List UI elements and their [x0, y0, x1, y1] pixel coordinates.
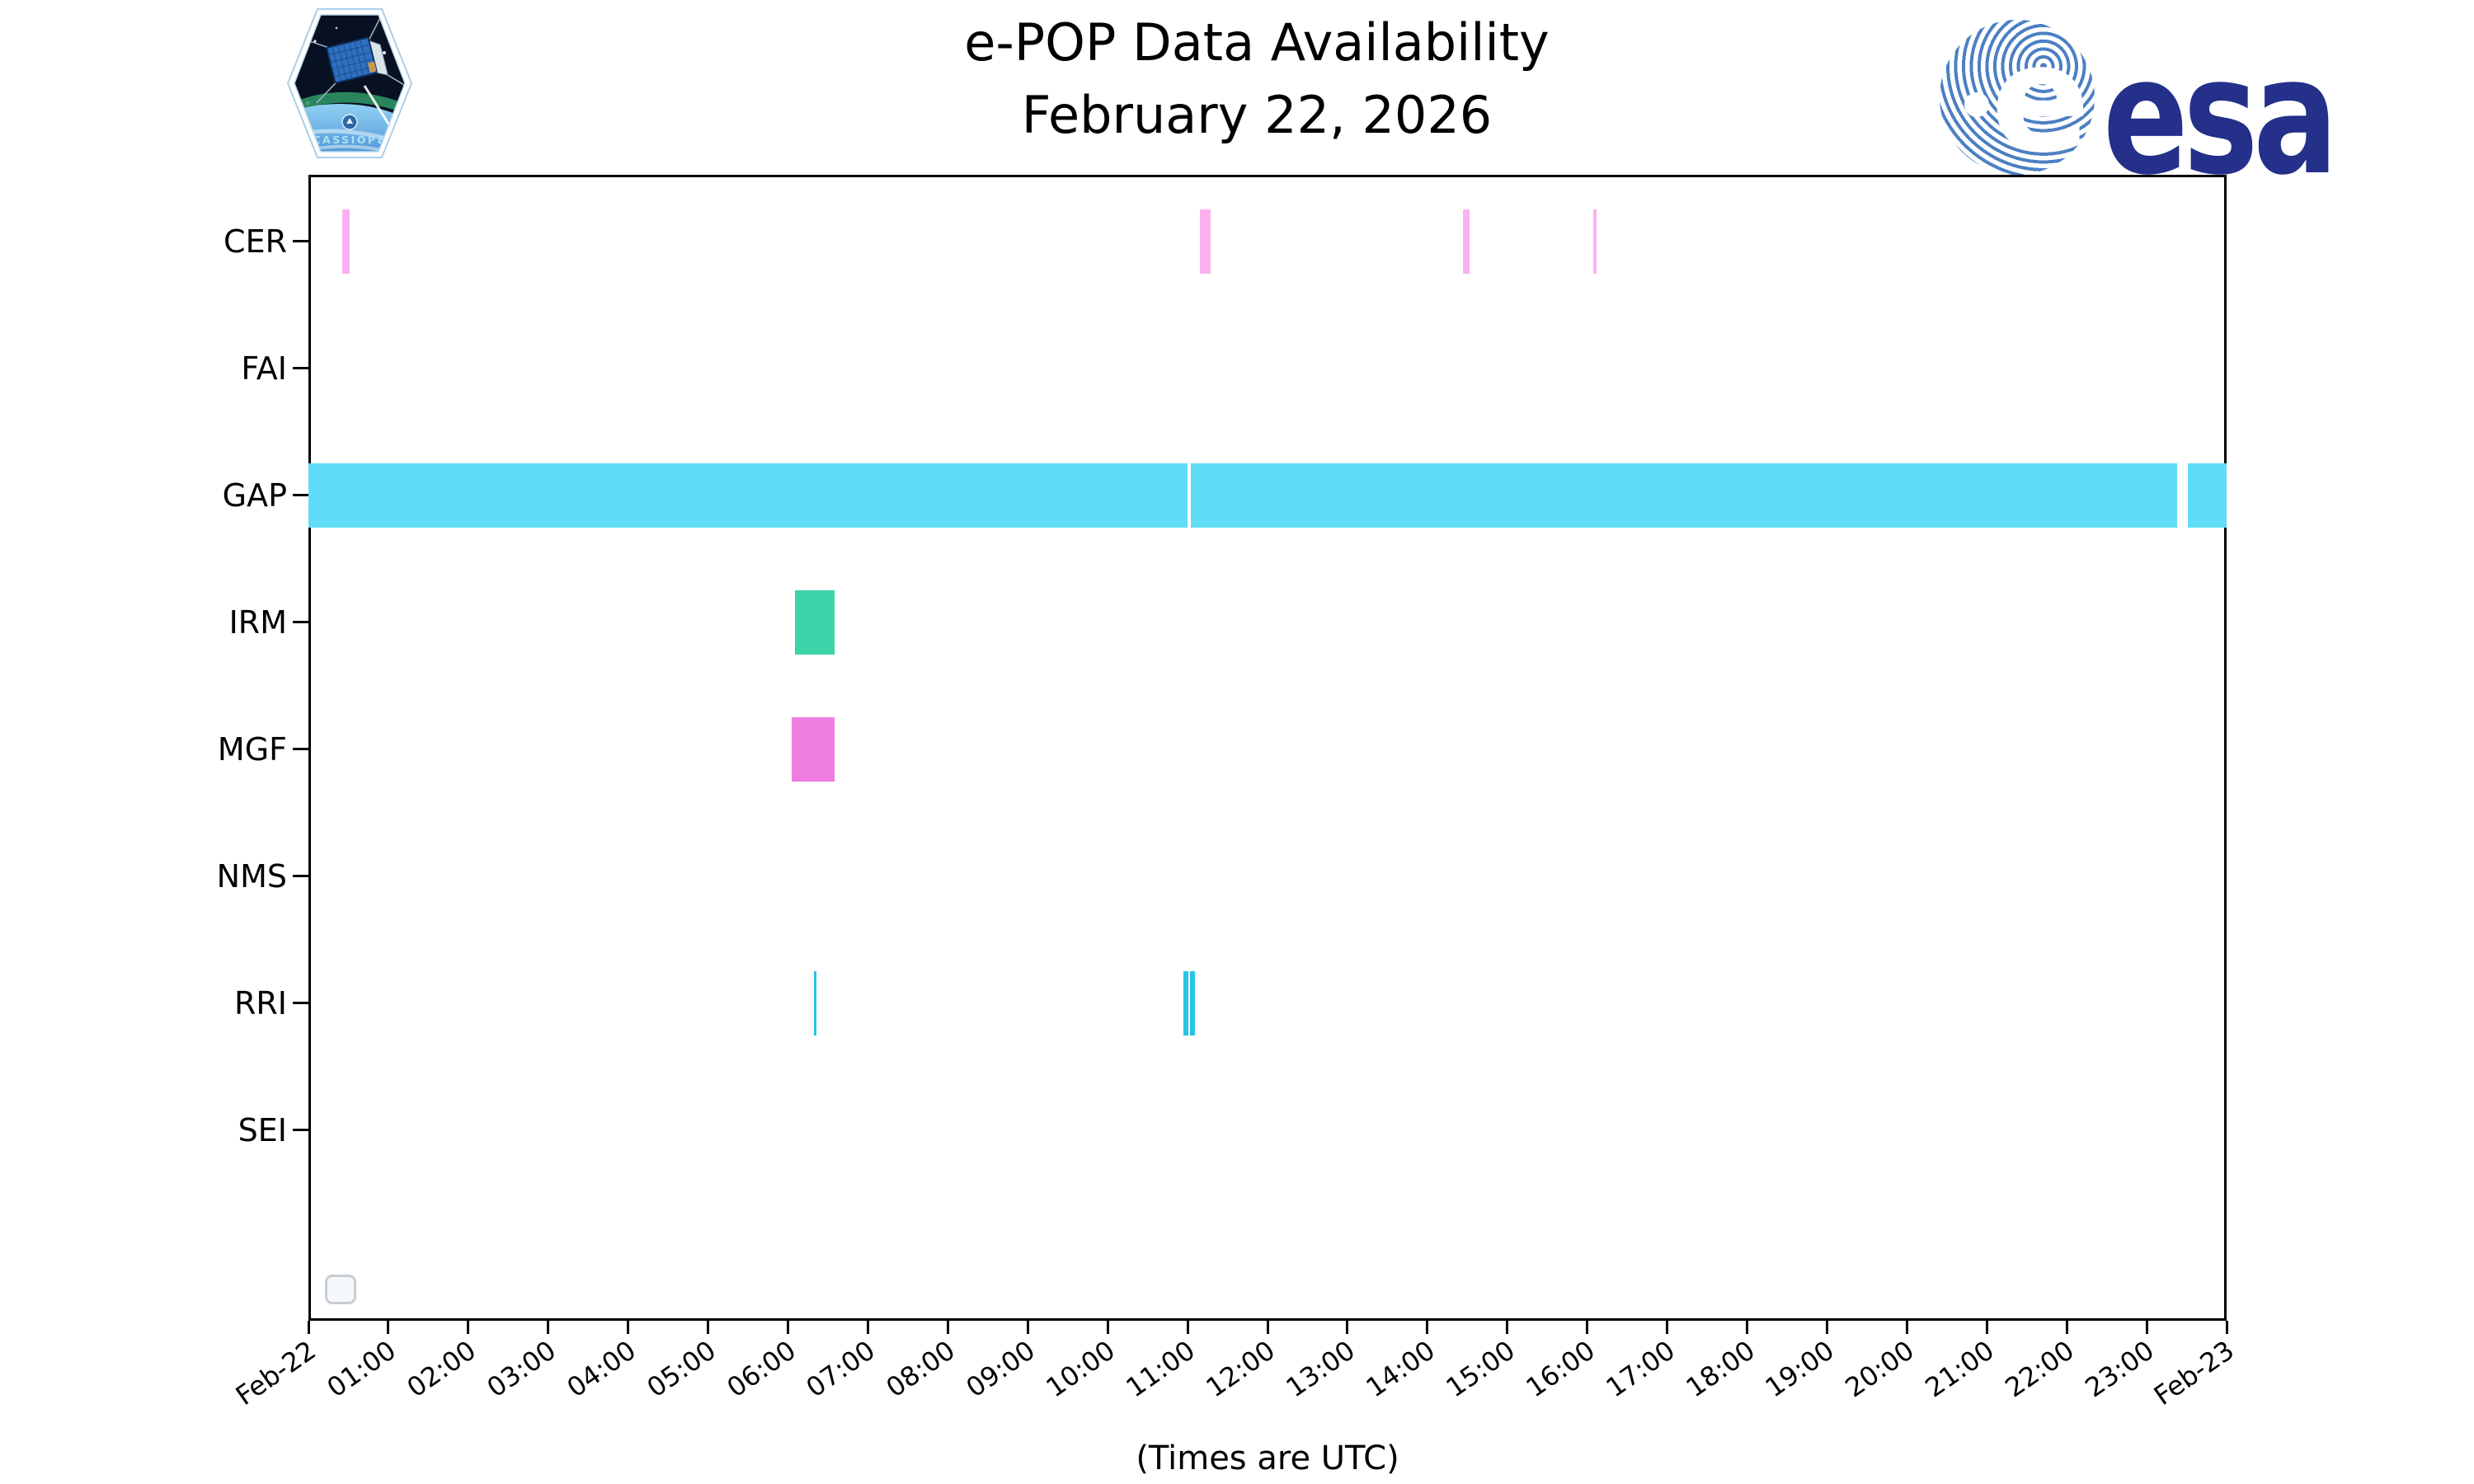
availability-bar-gap: [308, 463, 1188, 528]
x-tick-mark: [1026, 1321, 1029, 1334]
aurora: [294, 92, 405, 117]
x-tick-mark: [1825, 1321, 1828, 1334]
y-axis-label-gap: GAP: [222, 477, 287, 514]
y-axis-label-irm: IRM: [228, 603, 287, 641]
y-axis-label-cer: CER: [223, 223, 287, 260]
y-axis-label-mgf: MGF: [217, 730, 287, 768]
x-tick-label: 10:00: [1040, 1334, 1122, 1404]
x-tick-label: 16:00: [1520, 1334, 1601, 1404]
cassiope-label: CASSIOPE: [313, 134, 386, 146]
x-tick-label: 04:00: [561, 1334, 642, 1404]
x-tick-mark: [2145, 1321, 2148, 1334]
y-tick-mark: [293, 1002, 308, 1005]
x-tick-mark: [1346, 1321, 1349, 1334]
availability-bar-cer: [1199, 209, 1211, 274]
x-tick-mark: [1186, 1321, 1189, 1334]
x-tick-label: 22:00: [1999, 1334, 2081, 1404]
x-tick-label: 18:00: [1680, 1334, 1761, 1404]
x-tick-mark: [2225, 1321, 2228, 1334]
x-tick-label: 15:00: [1440, 1334, 1521, 1404]
x-tick-mark: [1106, 1321, 1109, 1334]
x-tick-label: 19:00: [1759, 1334, 1841, 1404]
x-tick-mark: [307, 1321, 310, 1334]
chart-subtitle-date: February 22, 2026: [1021, 85, 1493, 146]
x-tick-mark: [946, 1321, 949, 1334]
availability-bar-rri: [1183, 970, 1189, 1036]
x-tick-label: 13:00: [1280, 1334, 1361, 1404]
y-axis-label-sei: SEI: [238, 1111, 287, 1148]
x-tick-mark: [467, 1321, 470, 1334]
y-axis-label-rri: RRI: [233, 984, 287, 1021]
x-tick-label: 07:00: [800, 1334, 882, 1404]
x-tick-mark: [1746, 1321, 1748, 1334]
esa-globe-moon-dot: [1964, 92, 1989, 117]
esa-wordmark: esa: [2103, 23, 2338, 211]
esa-logo: e esa: [1940, 13, 2368, 198]
availability-bar-cer: [1593, 209, 1597, 274]
x-tick-mark: [547, 1321, 550, 1334]
x-tick-label: 21:00: [1919, 1334, 2001, 1404]
empty-legend-box: [325, 1275, 356, 1304]
y-tick-mark: [293, 367, 308, 370]
chart-title-block: e-POP Data Availability February 22, 202…: [680, 7, 1834, 152]
y-axis-label-nms: NMS: [216, 857, 287, 895]
x-tick-label: Feb-22: [229, 1334, 322, 1412]
x-tick-mark: [1426, 1321, 1429, 1334]
y-tick-mark: [293, 748, 308, 751]
x-tick-mark: [1666, 1321, 1669, 1334]
x-tick-label: 09:00: [960, 1334, 1042, 1404]
x-tick-label: 12:00: [1200, 1334, 1281, 1404]
chart-title: e-POP Data Availability: [964, 12, 1550, 73]
x-tick-label: 14:00: [1360, 1334, 1441, 1404]
x-tick-label: 05:00: [641, 1334, 722, 1404]
x-tick-mark: [707, 1321, 710, 1334]
x-tick-label: 03:00: [481, 1334, 562, 1404]
availability-bar-gap: [2188, 463, 2227, 528]
x-tick-mark: [1985, 1321, 1988, 1334]
availability-bar-rri: [813, 970, 817, 1036]
x-tick-label: 02:00: [401, 1334, 482, 1404]
x-tick-label: 08:00: [880, 1334, 962, 1404]
cassiope-mission-badge: CASSIOPE: [286, 8, 413, 158]
availability-bar-cer: [1463, 209, 1470, 274]
y-axis-label-fai: FAI: [241, 350, 287, 387]
x-tick-label: 11:00: [1120, 1334, 1201, 1404]
x-tick-mark: [1506, 1321, 1509, 1334]
plot-area: [308, 175, 2227, 1321]
x-tick-mark: [1905, 1321, 1908, 1334]
y-tick-mark: [293, 621, 308, 624]
x-axis-title: (Times are UTC): [1136, 1439, 1399, 1477]
x-tick-label: 23:00: [2079, 1334, 2160, 1404]
x-tick-mark: [1586, 1321, 1589, 1334]
esa-globe-e: e: [1991, 13, 2091, 184]
x-tick-mark: [387, 1321, 390, 1334]
satellite: [302, 15, 404, 104]
y-tick-mark: [293, 240, 308, 243]
x-tick-label: 01:00: [321, 1334, 402, 1404]
availability-bar-mgf: [792, 716, 835, 782]
x-tick-label: 06:00: [721, 1334, 802, 1404]
x-tick-mark: [1266, 1321, 1269, 1334]
availability-bar-rri: [1189, 970, 1195, 1036]
x-tick-label: 17:00: [1600, 1334, 1681, 1404]
y-tick-mark: [293, 875, 308, 878]
x-tick-mark: [2065, 1321, 2068, 1334]
availability-bar-cer: [341, 209, 350, 274]
x-tick-mark: [866, 1321, 869, 1334]
x-tick-mark: [627, 1321, 630, 1334]
x-tick-mark: [787, 1321, 789, 1334]
availability-bar-irm: [795, 589, 835, 655]
x-tick-label: 20:00: [1839, 1334, 1921, 1404]
x-tick-label: Feb-23: [2147, 1334, 2240, 1412]
y-tick-mark: [293, 1129, 308, 1132]
y-tick-mark: [293, 494, 308, 497]
availability-bar-gap: [1190, 463, 2177, 528]
